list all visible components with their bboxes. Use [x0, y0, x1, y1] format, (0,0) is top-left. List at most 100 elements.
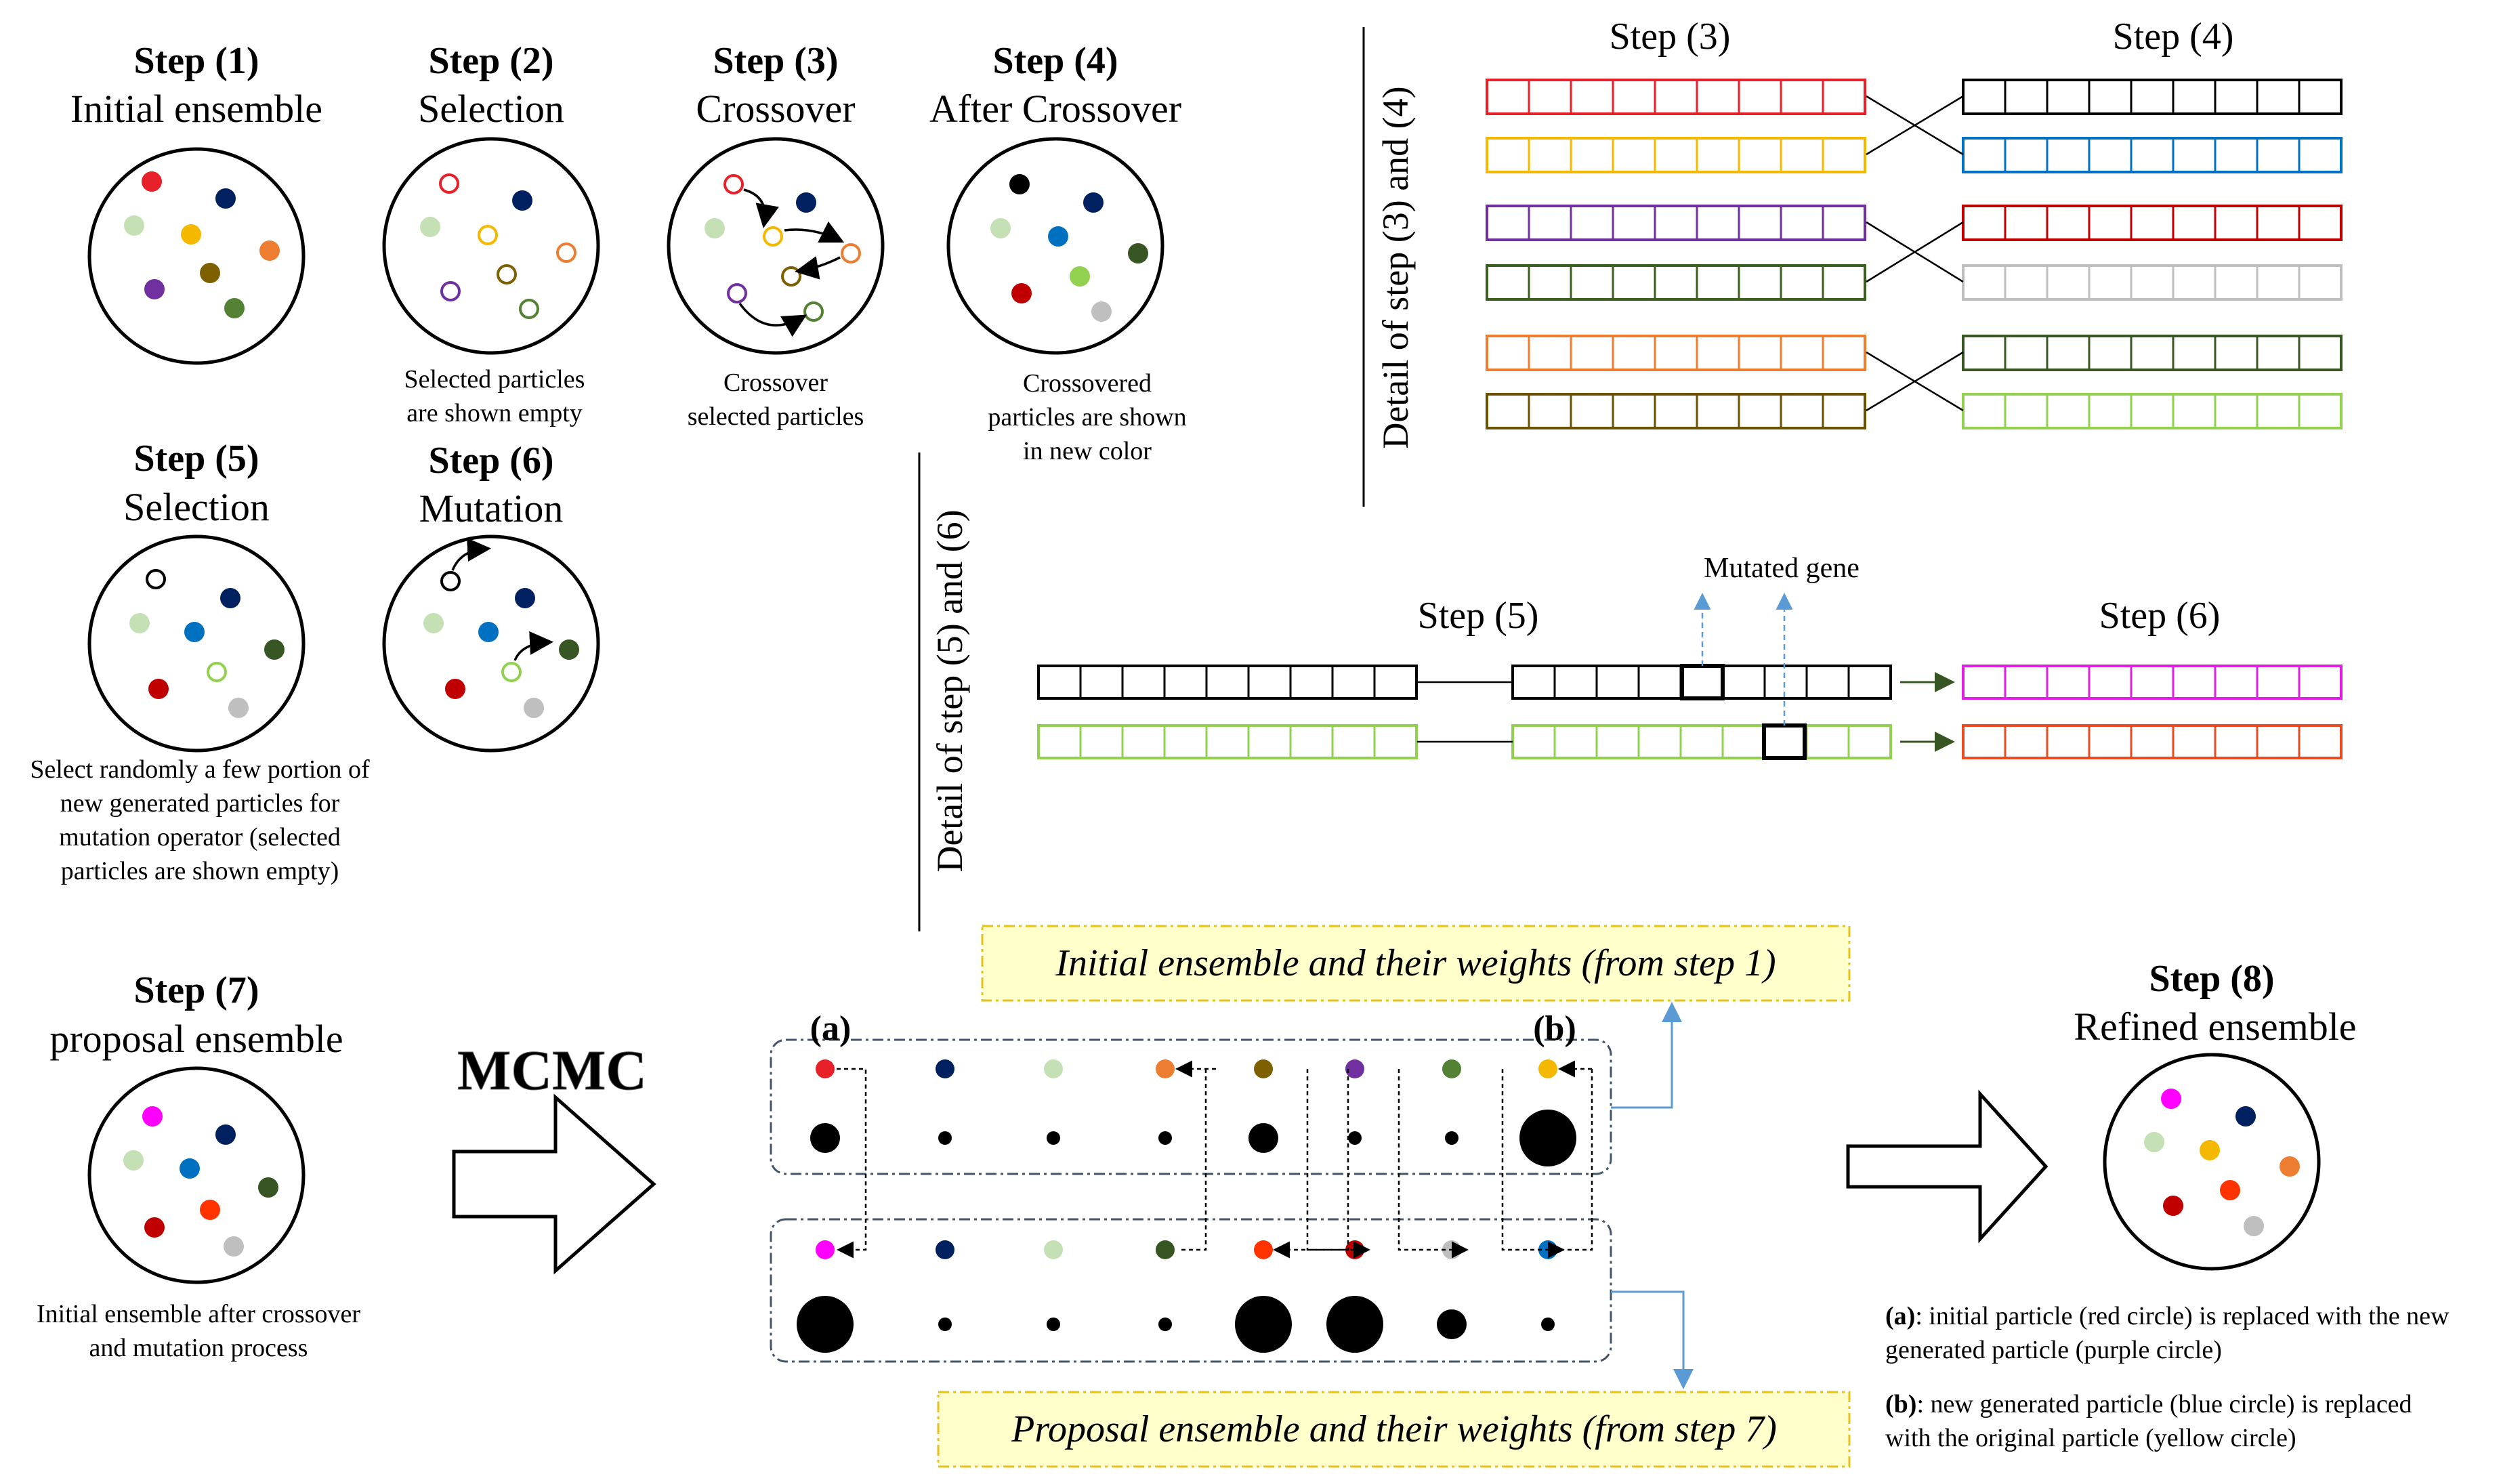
chromosome [1962, 79, 2343, 115]
chromosome-frame [1486, 335, 1866, 371]
chromosome [1486, 79, 1866, 115]
initial-weight [1445, 1131, 1458, 1145]
step-2-label: Step (2) [428, 40, 553, 82]
proposal-particle [1044, 1240, 1063, 1259]
particle [556, 243, 576, 263]
step-3-name: Crossover [696, 87, 855, 131]
particle [423, 613, 444, 633]
caption-line: Crossovered [1023, 369, 1152, 398]
chromosome-frame [1486, 137, 1866, 173]
particle [259, 240, 280, 261]
detail-34-side-label: Detail of step (3) and (4) [1375, 86, 1416, 448]
initial-particle [1538, 1059, 1557, 1078]
chromosome-frame [1037, 724, 1418, 759]
particle [2144, 1132, 2164, 1152]
step-7-name: proposal ensemble [49, 1017, 343, 1061]
caption-line: in new color [1023, 437, 1152, 465]
particle [144, 1217, 165, 1238]
proposal-weights-title: Proposal ensemble and their weights (fro… [1011, 1408, 1777, 1450]
step-6-header: Step (6) Mutation [419, 440, 564, 530]
particle [142, 1106, 163, 1126]
step-6-label: Step (6) [428, 440, 553, 482]
ensemble-step-2 [382, 137, 600, 355]
particle [501, 662, 522, 682]
initial-weight [810, 1123, 840, 1153]
proposal-weight [1235, 1296, 1292, 1353]
initial-particle [1345, 1059, 1364, 1078]
particle [207, 662, 227, 682]
particle [142, 171, 162, 192]
chromosome [1962, 264, 2343, 301]
initial-weight [1519, 1110, 1576, 1166]
step-5-header: Step (5) Selection [123, 438, 270, 529]
step-5-name: Selection [123, 485, 270, 529]
crossover-arrow [795, 256, 841, 280]
proposal-weight [797, 1296, 854, 1353]
caption-line: particles are shown [988, 403, 1186, 431]
notes: (a): initial particle (red circle) is re… [1885, 1302, 2450, 1452]
step-8-header: Step (8) Refined ensemble [2074, 958, 2356, 1049]
particle [440, 281, 461, 301]
connector [1611, 1290, 1694, 1389]
chromosome [1486, 393, 1866, 429]
step-7-header: Step (7) proposal ensemble [49, 969, 343, 1061]
chromosome-frame [1962, 205, 2343, 241]
proposal-weight [1326, 1296, 1383, 1353]
initial-weights-title: Initial ensemble and their weights (from… [1055, 942, 1776, 984]
step-2-caption: Selected particles are shown empty [404, 365, 585, 427]
particle [215, 1124, 236, 1145]
particle [2280, 1156, 2300, 1177]
chromosome-frame [1511, 724, 1892, 759]
ensemble-circle [2103, 1053, 2321, 1271]
chromosome [1486, 264, 1866, 301]
proposal-particle [936, 1240, 954, 1259]
detail-34-right-header: Step (4) [2113, 16, 2234, 58]
particle [200, 1200, 220, 1220]
chromosome [1962, 137, 2343, 173]
marker-b: (b) [1533, 1009, 1576, 1048]
caption-line: mutation operator (selected [59, 823, 341, 851]
step-4-label: Step (4) [992, 40, 1118, 82]
chromosome-rows [1037, 665, 2343, 759]
step-7-caption: Initial ensemble after crossover and mut… [37, 1300, 360, 1362]
proposal-particle [1254, 1240, 1273, 1259]
chromosome-frame [1486, 205, 1866, 241]
ensemble-circle [87, 147, 306, 365]
detail-steps-5-6: Detail of step (5) and (6) Step (5) Step… [918, 452, 2343, 931]
particle [519, 299, 539, 319]
step-4-caption: Crossovered particles are shown in new c… [988, 369, 1186, 465]
exchange-link [1560, 1069, 1593, 1251]
proposal-weight [1437, 1309, 1467, 1339]
proposal-weight [1047, 1318, 1060, 1331]
initial-weights-box [981, 925, 1851, 1002]
proposal-weight [1541, 1318, 1555, 1331]
initial-weight [1248, 1123, 1278, 1153]
marker-a: (a) [810, 1009, 852, 1048]
particle [1128, 243, 1148, 264]
step-8-label: Step (8) [2149, 958, 2274, 1000]
particle [524, 698, 544, 718]
note-b-text: : new generated particle (blue circle) i… [1916, 1390, 2412, 1418]
ensemble-step-5 [87, 534, 306, 753]
particle [124, 215, 144, 236]
ensemble-step-4 [946, 137, 1164, 355]
particle [2200, 1140, 2220, 1160]
chromosome [1511, 724, 1892, 759]
mcmc-label: MCMC [457, 1039, 647, 1102]
particle [841, 243, 861, 264]
chromosome-frame [1486, 393, 1866, 429]
initial-particle [1044, 1059, 1063, 1078]
particle [1070, 266, 1090, 287]
particle [224, 1236, 244, 1257]
caption-line: Initial ensemble after crossover [37, 1300, 360, 1328]
detail-56-mid-header: Step (5) [1418, 595, 1539, 637]
particle [781, 266, 801, 287]
note-b-key: (b) [1885, 1390, 1916, 1418]
particle [2161, 1089, 2181, 1109]
particle [2235, 1106, 2256, 1126]
particle [559, 639, 579, 660]
chromosome-frame [1962, 137, 2343, 173]
step-3-caption: Crossover selected particles [688, 368, 864, 431]
initial-weight [1158, 1131, 1172, 1145]
initial-particle [936, 1059, 954, 1078]
